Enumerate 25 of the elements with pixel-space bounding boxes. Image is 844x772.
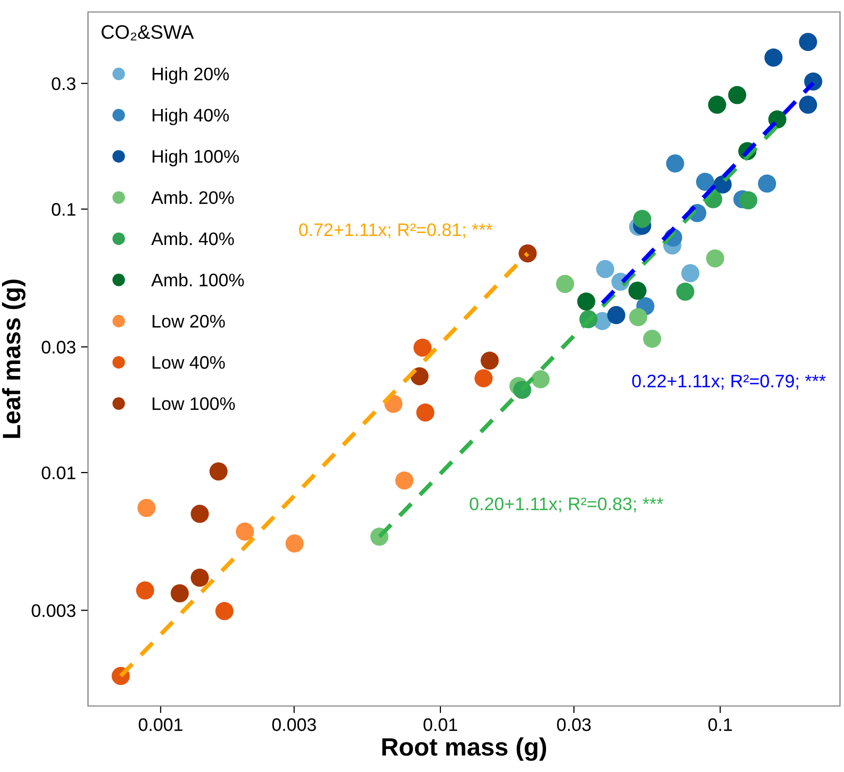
annotation: 0.72+1.11x; R²=0.81; *** [299, 223, 492, 238]
legend-label: Amb. 100% [151, 273, 244, 286]
y-tick-label: 0.01 [42, 466, 76, 480]
legend-label: Low 20% [152, 314, 225, 328]
y-tick-label: 0.003 [32, 604, 76, 618]
legend-label: Low 40% [152, 356, 225, 369]
y-tick-label: 0.3 [52, 77, 76, 90]
annotation: 0.22+1.11x; R²=0.79; *** [632, 374, 826, 390]
legend-label: High 40% [152, 108, 229, 126]
y-tick-label: 0.03 [42, 340, 76, 354]
y-axis-title: Leaf mass (g) [2, 280, 26, 438]
legend-label: Amb. 20% [151, 190, 234, 204]
x-tick-label: 0.003 [272, 718, 316, 732]
legend-title: CO₂&SWA [102, 25, 194, 40]
x-tick-label: 0.01 [424, 718, 458, 732]
x-axis-title: Root mass (g) [382, 737, 546, 761]
x-tick-label: 0.001 [138, 718, 182, 732]
legend-label: Low 100% [152, 397, 235, 410]
x-tick-label: 0.1 [708, 718, 732, 732]
x-tick-label: 0.03 [557, 718, 591, 732]
y-tick-label: 0.1 [52, 203, 76, 216]
annotation: 0.20+1.11x; R²=0.83; *** [470, 497, 664, 512]
legend-label: High 20% [152, 67, 229, 84]
legend-label: High 100% [152, 150, 239, 166]
legend-label: Amb. 40% [151, 232, 234, 246]
